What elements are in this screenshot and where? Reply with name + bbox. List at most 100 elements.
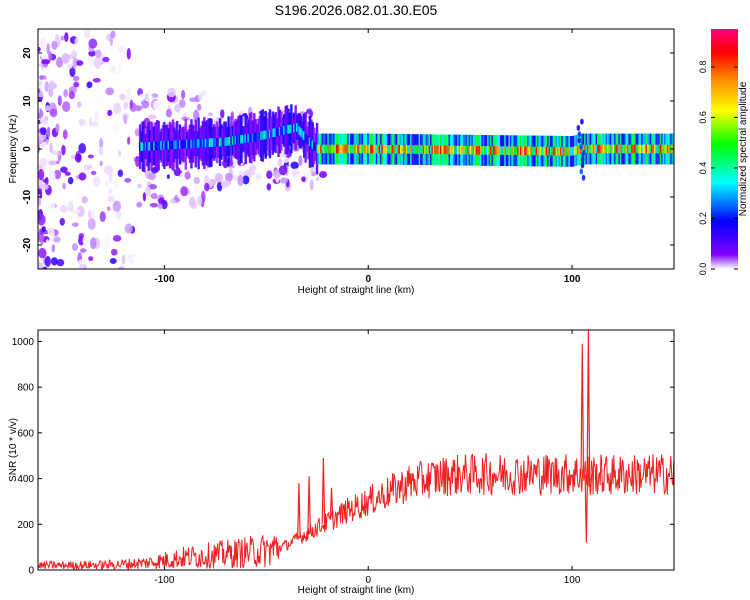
snr-x-tick-label: 0 <box>365 575 371 586</box>
spectrogram-ridge-core <box>245 134 249 143</box>
spectrogram-ridge-core <box>604 144 607 154</box>
spectrogram-noise-blob <box>267 160 273 173</box>
snr-y-tick-label: 600 <box>17 428 34 439</box>
spectrogram-noise-blob <box>39 127 47 136</box>
spectrogram-ridge-core <box>534 146 537 156</box>
spectrogram-noise-blob <box>150 192 158 200</box>
spectrogram-ridge-core <box>398 145 402 154</box>
spectrogram-ridge-core <box>659 144 663 154</box>
spectrogram-ridge-core <box>491 146 494 155</box>
spectrogram-ridge-core <box>170 140 173 150</box>
spectrogram-ridge-core <box>187 139 190 149</box>
spectrogram-noise-blob <box>108 171 113 184</box>
spectrogram-noise-blob <box>62 129 68 140</box>
spectrogram-noise-blob <box>112 234 122 242</box>
spectrogram-ridge-core <box>143 142 146 151</box>
spectrogram-noise-blob <box>90 170 97 175</box>
spectrogram-noise-blob <box>76 205 85 218</box>
spectrogram-noise-blob <box>104 236 110 248</box>
spectrogram-ridge-core <box>310 138 313 148</box>
spectrogram-noise-blob <box>277 158 283 167</box>
spectrogram-noise-blob <box>48 80 55 91</box>
snr-y-tick-label: 200 <box>17 520 34 531</box>
colorbar-tick-label: 0.8 <box>698 61 708 74</box>
spectrogram-noise-blob <box>280 177 289 184</box>
spectrogram-ridge-core <box>511 146 514 156</box>
spectrogram-ridge-core <box>140 142 143 151</box>
spectrogram-noise-blob <box>99 137 104 149</box>
spectrogram-ridge-core <box>626 144 630 154</box>
spectrogram-noise-blob <box>60 205 68 213</box>
spectrogram-ridge-core <box>404 145 407 154</box>
spectrogram-ridge-core <box>218 137 222 147</box>
spectrogram-ridge-core <box>468 145 471 155</box>
spectrogram-noise-blob <box>86 81 93 89</box>
spectrogram-ridge-core <box>408 145 412 154</box>
spectrogram-noise-blob <box>220 109 225 119</box>
spectrogram-ridge-core <box>200 138 203 148</box>
spectrogram-noise-blob <box>158 203 163 210</box>
snr-series-line <box>38 453 674 570</box>
spectrogram-ridge-core <box>160 141 163 150</box>
spectrogram-noise-blob <box>124 178 132 183</box>
spectrogram-marks <box>38 29 674 269</box>
spectrogram-noise-blob <box>298 155 303 166</box>
spectrogram-ridge-core <box>410 145 413 154</box>
spectrogram-ridge-core <box>301 129 304 139</box>
spectrogram-ridge-core <box>415 145 419 154</box>
spectrogram-ridge-core <box>370 144 373 154</box>
spectrogram-ridge-core <box>654 144 657 154</box>
spectrogram-ridge-core <box>502 146 506 155</box>
spectrogram-noise-blob <box>110 248 118 256</box>
spectrogram-noise-blob <box>67 176 74 185</box>
spectrogram-noise-blob <box>151 93 159 99</box>
spectrogram-noise-blob <box>44 255 51 268</box>
spectrogram-ridge-core <box>624 144 627 154</box>
spectrogram-ridge-core <box>531 146 534 156</box>
spectrogram-noise-blob <box>60 35 65 41</box>
spectrogram-noise-blob <box>87 210 92 220</box>
spectrogram-ridge-core <box>648 144 651 154</box>
spectrogram-noise-blob <box>315 176 320 182</box>
spectrogram-ridge-core <box>552 146 556 156</box>
spectrogram-noise-blob <box>39 75 44 80</box>
spectrogram-ridge-core <box>629 144 633 154</box>
spectrogram-noise-blob <box>290 161 299 170</box>
spectrogram-noise-blob <box>50 257 58 266</box>
spectrogram-ridge-core <box>521 146 524 156</box>
spectrogram-noise-blob <box>43 75 47 80</box>
spectrogram-ridge-core <box>494 146 497 155</box>
spectrogram-noise-blob <box>48 202 56 210</box>
spectrogram-noise-blob <box>67 63 73 69</box>
snr-y-tick-label: 400 <box>17 474 34 485</box>
spectrogram-noise-blob <box>94 94 101 101</box>
spectrogram-disturbance-blob <box>577 131 582 138</box>
spectrogram-ridge-core <box>201 138 205 148</box>
spectrogram-ridge-core <box>330 144 333 154</box>
spectrogram-ridge-core <box>368 144 372 154</box>
spectrogram-ridge-core <box>535 146 539 156</box>
spectrogram-ridge-core <box>183 139 186 149</box>
spectrogram-ridge-core <box>298 126 302 136</box>
spectrogram-noise-blob <box>137 183 142 189</box>
spectrogram-ridge-core <box>360 144 363 154</box>
spectrogram-ridge-core <box>465 145 469 155</box>
spectrogram-ridge-core <box>381 144 384 154</box>
spectrogram-noise-blob <box>135 105 142 112</box>
spectrogram-ridge-core <box>457 145 460 155</box>
spectrogram-ridge-core <box>422 145 426 154</box>
spectrogram-ridge-core <box>441 145 444 155</box>
spectrogram-noise-blob <box>194 183 199 193</box>
snr-y-label: SNR (10 * v/v) <box>8 418 19 482</box>
spectrogram-ridge-core <box>639 144 643 154</box>
spectrogram-noise-blob <box>117 266 126 269</box>
spectrogram-ridge-core <box>156 141 159 151</box>
spectrogram-ridge-core <box>435 145 439 155</box>
spectrogram-noise-blob <box>169 198 176 204</box>
spectrogram-ridge-core <box>324 144 327 154</box>
spectrogram-ridge-core <box>181 140 185 149</box>
spectrogram-disturbance-blob <box>579 168 584 175</box>
spectrogram-ridge-core <box>227 137 230 146</box>
spectrogram-ridge-core <box>665 144 668 154</box>
spectrogram-ridge-core <box>215 137 219 147</box>
